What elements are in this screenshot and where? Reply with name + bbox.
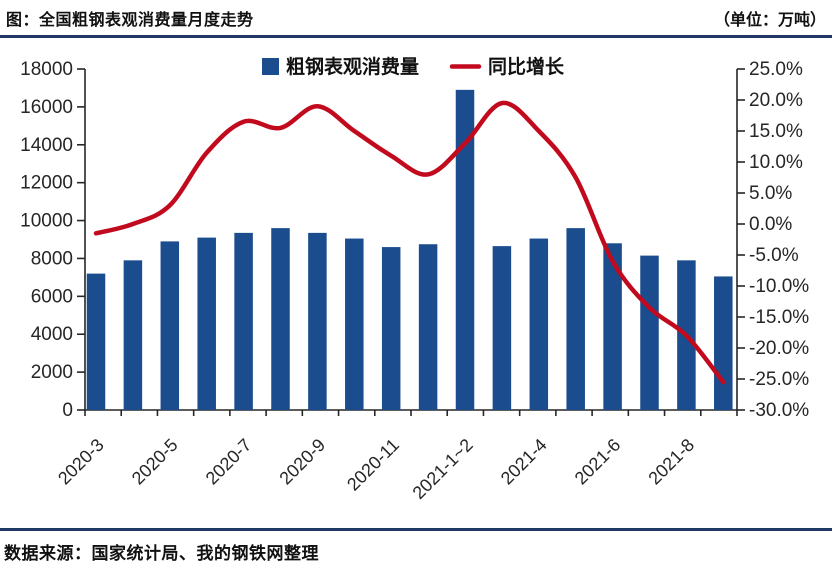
right-axis-tick-label: 0.0% xyxy=(749,214,792,235)
right-axis-tick-label: -5.0% xyxy=(749,245,799,266)
left-axis-tick-label: 12000 xyxy=(20,173,73,194)
bar xyxy=(455,89,475,410)
bar xyxy=(345,238,364,410)
x-axis-tick-label: 2021-1~2 xyxy=(409,435,477,503)
legend-line-label: 同比增长 xyxy=(488,55,565,78)
bar xyxy=(86,273,106,410)
x-axis-tick-label: 2020-7 xyxy=(202,435,256,489)
left-axis-tick-label: 4000 xyxy=(31,324,73,345)
bar xyxy=(714,276,733,410)
right-axis-tick-label: -20.0% xyxy=(749,338,809,359)
right-axis-tick-label: 20.0% xyxy=(749,90,803,111)
left-axis-tick-label: 10000 xyxy=(20,211,73,232)
right-axis-tick-label: -25.0% xyxy=(749,369,809,390)
right-axis-tick-label: 10.0% xyxy=(749,152,803,173)
x-axis-tick-label: 2021-8 xyxy=(644,435,698,489)
bar xyxy=(603,243,622,410)
bar xyxy=(381,247,401,410)
bar xyxy=(492,246,512,410)
x-axis-tick-label: 2020-11 xyxy=(343,435,403,495)
x-axis-tick-label: 2021-6 xyxy=(571,435,625,489)
x-axis-tick-label: 2020-9 xyxy=(275,435,329,489)
x-axis-tick-label: 2020-3 xyxy=(54,435,108,489)
bar xyxy=(566,228,585,410)
chart-title: 图：全国粗钢表观消费量月度走势 xyxy=(6,12,254,29)
bar xyxy=(640,255,659,410)
legend-bar-label: 粗钢表观消费量 xyxy=(286,55,419,78)
bar xyxy=(160,241,180,410)
legend-bar-swatch xyxy=(262,58,279,75)
right-axis-tick-label: -10.0% xyxy=(749,276,809,297)
right-axis-tick-label: 15.0% xyxy=(749,121,803,142)
unit-label: （单位：万吨） xyxy=(713,12,826,29)
right-axis-tick-label: 25.0% xyxy=(749,59,803,80)
left-axis-tick-label: 16000 xyxy=(20,97,73,118)
left-axis-tick-label: 14000 xyxy=(20,135,73,156)
bar xyxy=(418,244,438,410)
chart-header: 图：全国粗钢表观消费量月度走势 （单位：万吨） xyxy=(0,0,832,38)
trend-line xyxy=(93,100,726,385)
left-axis-tick-label: 6000 xyxy=(31,286,73,307)
combo-chart: 18000 16000 14000 12000 10000 8000 6000 4000 200… xyxy=(20,55,809,503)
bar xyxy=(308,232,327,410)
right-axis-tick-label: -30.0% xyxy=(749,400,809,421)
bar xyxy=(529,238,549,410)
x-axis-tick-label: 2020-5 xyxy=(128,435,182,489)
bar xyxy=(197,237,216,410)
x-axis-tick-label: 2021-4 xyxy=(497,435,551,489)
right-axis-tick-label: 5.0% xyxy=(749,183,792,204)
left-axis-tick-label: 0 xyxy=(62,400,73,421)
bar xyxy=(271,228,290,410)
bar xyxy=(234,232,253,410)
right-axis-tick-label: -15.0% xyxy=(749,307,809,328)
left-axis-tick-label: 2000 xyxy=(31,362,73,383)
data-source: 数据来源：国家统计局、我的钢铁网整理 xyxy=(0,528,832,564)
bar xyxy=(123,260,143,410)
left-axis-tick-label: 18000 xyxy=(20,59,73,80)
chart-area: 18000 16000 14000 12000 10000 8000 6000 4000 200… xyxy=(0,38,832,526)
left-axis-tick-label: 8000 xyxy=(31,248,73,269)
